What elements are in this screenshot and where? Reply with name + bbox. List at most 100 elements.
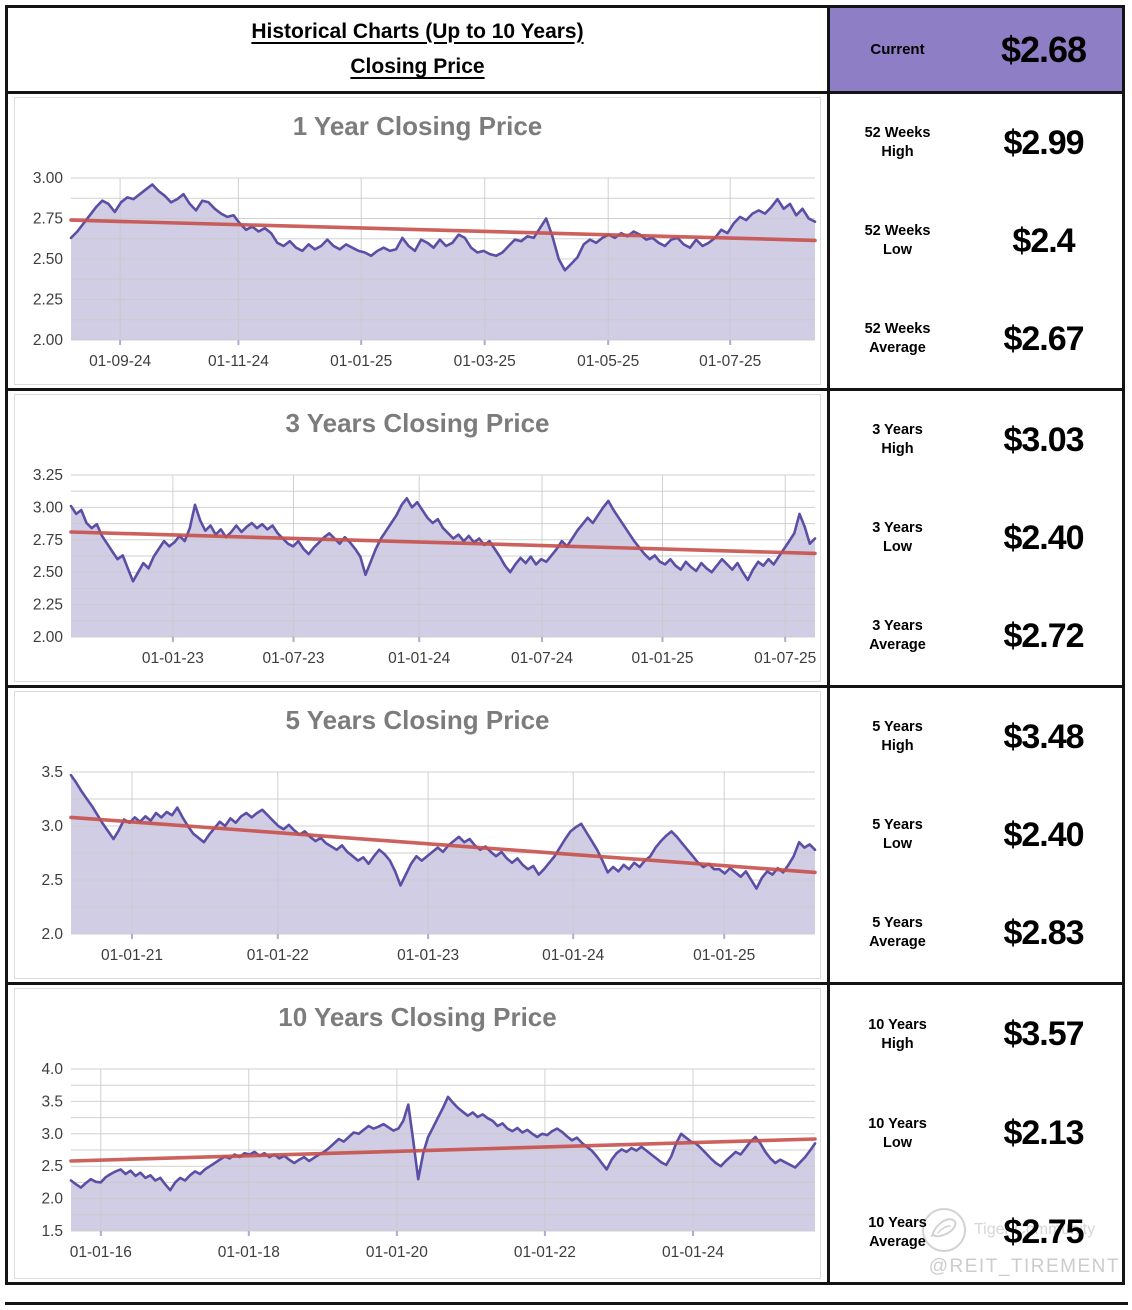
stat-label: 52 Weeks High: [864, 125, 931, 160]
price-area-chart-1-year: 3.00 2.75 2.50 2.25 2.00 01-09-24 01-11-24 01-0…: [33, 170, 817, 370]
stat-value: $2.40: [1003, 815, 1084, 854]
stats-panel-10-years: 10 Years High $3.57 10 Years Low $2.13 10 Year…: [830, 985, 1122, 1282]
stat-label: 3 Years Low: [872, 520, 923, 555]
y-axis-tick-label: 2.50: [33, 251, 64, 268]
x-axis-tick-label: 01-03-25: [454, 353, 516, 370]
stat-label: 10 Years High: [868, 1016, 927, 1052]
price-area-chart-10-years: 4.0 3.5 3.0 2.5 2.0 1.5 01-01-16 01-01-18 01-01-…: [41, 1061, 817, 1261]
stat-label: 52 Weeks Average: [864, 321, 931, 356]
stats-panel-52-weeks: 52 Weeks High $2.99 52 Weeks Low $2.4 52 Weeks…: [830, 94, 1122, 391]
stats-panel-3-years: 3 Years High $3.03 3 Years Low $2.40 3 Years Av…: [830, 391, 1122, 688]
stat-label: 3 Years Average: [869, 618, 926, 653]
stat-row: 10 Years High $3.57: [830, 985, 1122, 1084]
stat-row: 52 Weeks Average $2.67: [830, 290, 1122, 388]
x-axis-tick-label: 01-01-21: [101, 947, 163, 964]
y-axis-tick-label: 2.25: [33, 292, 63, 309]
y-axis-tick-label: 2.5: [41, 1158, 63, 1175]
y-axis-tick-label: 3.00: [33, 499, 64, 516]
stat-value: $2.67: [1003, 319, 1084, 358]
y-axis-tick-label: 3.0: [41, 1126, 63, 1143]
page-title-line2: Closing Price: [350, 55, 485, 79]
x-axis-tick-label: 01-07-25: [699, 353, 761, 370]
stat-row: 10 Years Low $2.13: [830, 1084, 1122, 1183]
x-axis-tick-label: 01-09-24: [89, 353, 151, 370]
y-axis-tick-label: 2.0: [41, 926, 63, 943]
stat-label: 5 Years Low: [872, 817, 923, 852]
stat-value: $2.4: [1012, 221, 1075, 260]
x-axis-tick-label: 01-01-22: [514, 1244, 576, 1261]
stat-value: $2.75: [1003, 1213, 1084, 1251]
stat-value: $2.13: [1003, 1114, 1084, 1152]
stat-row: 5 Years Average $2.83: [830, 884, 1122, 982]
chart-frame: 10 Years Closing Price 4.0 3.5 3.0 2.5 2.0 1.…: [14, 988, 821, 1279]
chart-title-1-year: 1 Year Closing Price: [292, 110, 543, 141]
y-axis-tick-label: 2.00: [33, 332, 64, 349]
x-axis-tick-label: 01-01-20: [366, 1244, 428, 1261]
stats-list: 52 Weeks High $2.99 52 Weeks Low $2.4 52 Weeks…: [830, 94, 1122, 388]
header-title-cell: Historical Charts (Up to 10 Years) Closi…: [8, 8, 830, 94]
stat-row: 10 Years Average $2.75: [830, 1183, 1122, 1282]
stats-list: 10 Years High $3.57 10 Years Low $2.13 10 Year…: [830, 985, 1122, 1282]
y-axis-tick-label: 3.0: [41, 818, 63, 835]
chart-frame: 1 Year Closing Price 3.00 2.75 2.50 2.25 2.0…: [14, 97, 821, 385]
x-axis-tick-label: 01-11-24: [208, 353, 269, 370]
x-axis-tick-label: 01-07-23: [262, 650, 324, 667]
stat-label: 10 Years Average: [868, 1214, 927, 1250]
y-axis-tick-label: 3.25: [33, 467, 63, 484]
x-axis-tick-label: 01-01-16: [70, 1244, 132, 1261]
page-title-line1: Historical Charts (Up to 10 Years): [251, 19, 584, 43]
chart-panel-3-years: 3 Years Closing Price 3.25 3.00 2.75 2.50 2.…: [8, 391, 830, 688]
stat-label: 10 Years Low: [868, 1115, 927, 1151]
current-label: Current: [870, 41, 925, 58]
x-axis-tick-label: 01-01-18: [218, 1244, 280, 1261]
y-axis-tick-label: 2.75: [33, 532, 63, 549]
x-axis-tick-label: 01-01-22: [247, 947, 309, 964]
x-axis-tick-label: 01-01-24: [542, 947, 604, 964]
stat-value: $3.57: [1003, 1015, 1084, 1053]
stat-row: 3 Years High $3.03: [830, 391, 1122, 489]
current-value: $2.68: [1000, 28, 1087, 70]
chart-frame: 3 Years Closing Price 3.25 3.00 2.75 2.50 2.…: [14, 394, 821, 682]
y-axis-tick-label: 1.5: [41, 1223, 63, 1240]
stat-value: $2.83: [1003, 913, 1084, 952]
current-price-cell: Current $2.68: [830, 8, 1122, 94]
stat-label: 5 Years Average: [869, 915, 926, 950]
chart-title-10-years: 10 Years Closing Price: [278, 1001, 557, 1032]
charts-table: Historical Charts (Up to 10 Years) Closi…: [5, 5, 1125, 1285]
y-axis-tick-label: 2.0: [41, 1191, 63, 1208]
x-axis-tick-label: 01-01-25: [631, 650, 693, 667]
stat-label: 5 Years High: [872, 719, 923, 754]
y-axis-tick-label: 3.00: [33, 170, 64, 187]
y-axis-tick-label: 2.5: [41, 872, 63, 889]
chart-title-5-years: 5 Years Closing Price: [285, 704, 550, 735]
stat-value: $2.72: [1003, 616, 1084, 655]
x-axis-tick-label: 01-05-25: [577, 353, 639, 370]
price-area-chart-5-years: 3.5 3.0 2.5 2.0 01-01-21 01-01-22 01-01-23 01-0…: [41, 764, 817, 964]
y-axis-tick-label: 3.5: [41, 764, 63, 781]
stat-label: 3 Years High: [872, 422, 923, 457]
stat-label: 52 Weeks Low: [864, 223, 931, 258]
x-axis-tick-label: 01-01-23: [142, 650, 204, 667]
stats-list: 3 Years High $3.03 3 Years Low $2.40 3 Years Av…: [830, 391, 1122, 685]
y-axis-tick-label: 2.00: [33, 629, 64, 646]
stat-row: 5 Years Low $2.40: [830, 786, 1122, 884]
stat-row: 52 Weeks High $2.99: [830, 94, 1122, 192]
stat-value: $3.03: [1003, 420, 1084, 459]
stat-value: $2.40: [1003, 518, 1084, 557]
y-axis-tick-label: 3.5: [41, 1093, 63, 1110]
stats-panel-5-years: 5 Years High $3.48 5 Years Low $2.40 5 Years Av…: [830, 688, 1122, 985]
next-table-row-edge: [5, 1302, 1128, 1305]
x-axis-tick-label: 01-01-24: [662, 1244, 724, 1261]
chart-panel-10-years: 10 Years Closing Price 4.0 3.5 3.0 2.5 2.0 1.…: [8, 985, 830, 1282]
stat-value: $3.48: [1003, 717, 1084, 756]
y-axis-tick-label: 2.50: [33, 564, 64, 581]
chart-panel-5-years: 5 Years Closing Price 3.5 3.0 2.5 2.0 01-01-…: [8, 688, 830, 985]
stat-row: 5 Years High $3.48: [830, 688, 1122, 786]
stat-row: 52 Weeks Low $2.4: [830, 192, 1122, 290]
price-area-chart-3-years: 3.25 3.00 2.75 2.50 2.25 2.00 01-01-23 01-07-23…: [33, 467, 817, 667]
stats-list: 5 Years High $3.48 5 Years Low $2.40 5 Years Av…: [830, 688, 1122, 982]
y-axis-tick-label: 2.25: [33, 597, 63, 614]
x-axis-tick-label: 01-01-23: [397, 947, 459, 964]
chart-frame: 5 Years Closing Price 3.5 3.0 2.5 2.0 01-01-…: [14, 691, 821, 979]
